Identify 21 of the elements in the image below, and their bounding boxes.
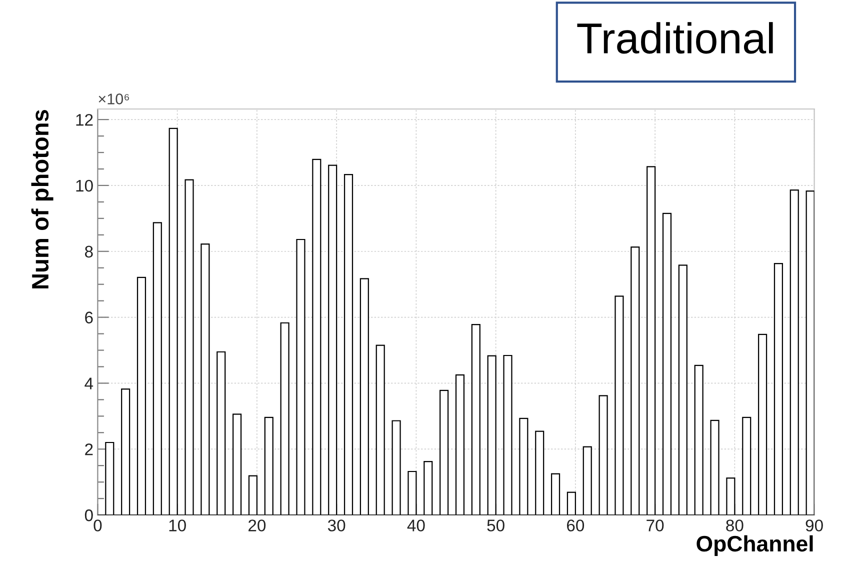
x-tick-label: 90 bbox=[806, 520, 823, 532]
x-tick-label: 70 bbox=[646, 520, 664, 532]
y-tick-label: 2 bbox=[85, 443, 93, 456]
y-tick-label: 0 bbox=[84, 509, 93, 522]
x-axis-title: OpChannel bbox=[696, 535, 813, 556]
y-tick-label: 12 bbox=[76, 114, 93, 126]
x-tick-label: 30 bbox=[328, 520, 346, 532]
y-tick-label: 8 bbox=[84, 246, 93, 258]
x-tick-label: 0 bbox=[94, 520, 102, 532]
text: ×10⁶ bbox=[98, 94, 129, 104]
y-tick-label: 4 bbox=[84, 378, 94, 390]
x-tick-label: 10 bbox=[169, 520, 186, 532]
x-tick-label: 50 bbox=[487, 520, 504, 532]
x-tick-label: 40 bbox=[407, 520, 425, 532]
y-tick-label: 6 bbox=[85, 312, 93, 324]
x-tick-label: 60 bbox=[567, 520, 584, 532]
text: Traditional bbox=[577, 22, 773, 54]
y-axis-title: Num of photons bbox=[31, 110, 54, 288]
y-tick-label: 10 bbox=[76, 180, 93, 192]
x-tick-label: 20 bbox=[248, 520, 266, 532]
x-tick-label: 80 bbox=[726, 520, 744, 532]
